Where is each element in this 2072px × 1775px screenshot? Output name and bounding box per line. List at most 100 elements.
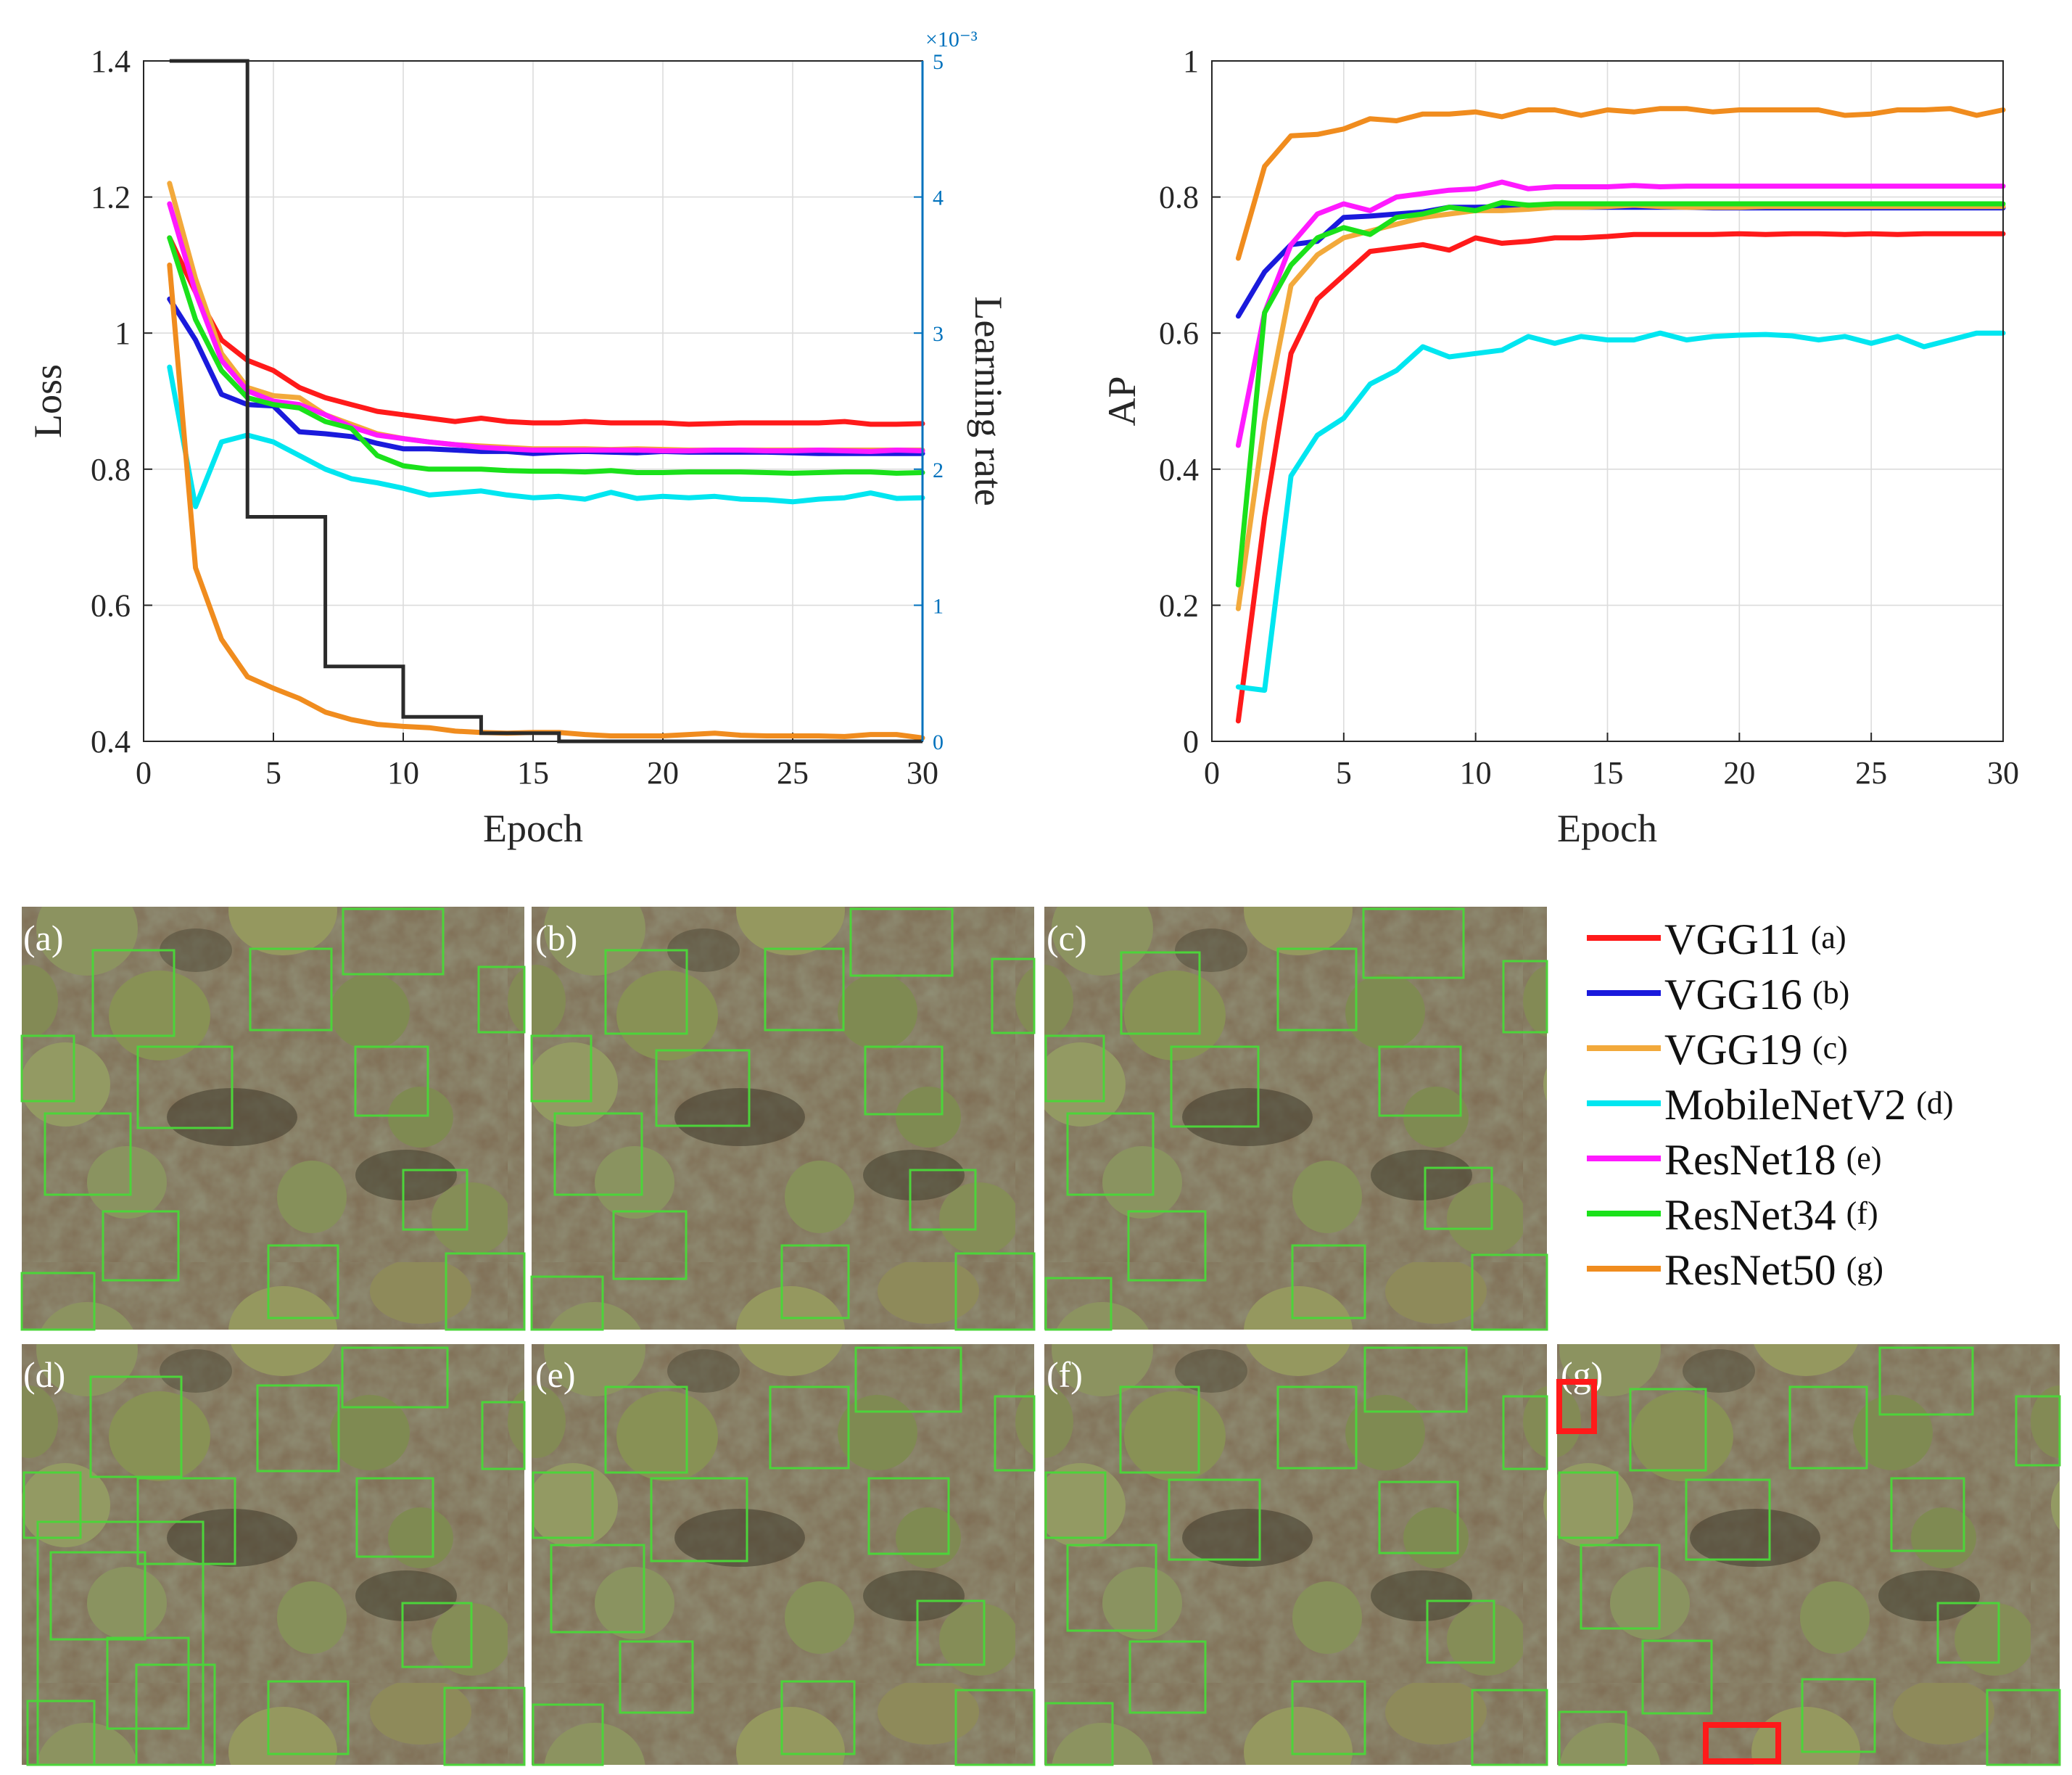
- y-tick-label: 1: [115, 316, 131, 351]
- x-tick-label: 15: [1592, 755, 1624, 791]
- legend-label: VGG11: [1664, 915, 1801, 963]
- legend-label: ResNet18: [1664, 1136, 1836, 1184]
- detection-box: [22, 1471, 82, 1539]
- legend-label: VGG19: [1664, 1026, 1802, 1074]
- series-line-vgg16: [1235, 202, 2006, 319]
- legend-label: ResNet50: [1664, 1246, 1836, 1294]
- detection-box: [1168, 1478, 1261, 1561]
- learning-rate-axis-label: Learning rate: [967, 296, 1010, 506]
- panel-f-label: (f): [1047, 1354, 1083, 1395]
- panel-d-image: [22, 1344, 524, 1765]
- detection-box: [135, 1663, 216, 1766]
- detection-box: [991, 957, 1036, 1034]
- y-tick-label: 0.6: [91, 588, 131, 623]
- loss-ticks: 0 5 10 15 20 25 30 0.4 0.6 0.8 1 1.2 1.4 0 1 2 3 4 5: [91, 44, 944, 791]
- legend-tag: (g): [1846, 1251, 1883, 1286]
- detection-box: [477, 965, 526, 1034]
- panel-c-detections: [1044, 907, 1548, 1331]
- detection-box: [530, 1034, 593, 1103]
- detection-box: [849, 907, 954, 977]
- panel-e: (e): [532, 1344, 1036, 1766]
- legend-item-resnet34: ResNet34 (f): [1587, 1191, 1878, 1239]
- detection-box: [36, 1520, 205, 1766]
- detection-box: [1986, 1689, 2061, 1766]
- detection-box: [864, 1045, 944, 1116]
- loss-chart: 0 5 10 15 20 25 30 0.4 0.6 0.8 1 1.2 1.4 0 1 2 3 4 5 ×10⁻³…: [26, 28, 1010, 850]
- series-line-mobilenetv2: [167, 364, 925, 509]
- detection-box: [1936, 1602, 2000, 1664]
- legend-item-resnet18: ResNet18 (e): [1587, 1136, 1881, 1184]
- y-tick-label: 0.4: [1159, 452, 1199, 487]
- y-tick-label: 0.8: [91, 452, 131, 487]
- legend-item-vgg16: VGG16 (b): [1587, 971, 1849, 1018]
- legend-tag: (d): [1916, 1085, 1953, 1121]
- loss-series-group: [167, 59, 925, 744]
- legend-tag: (c): [1812, 1030, 1848, 1066]
- x-tick-label: 5: [1336, 755, 1352, 791]
- detection-box: [1378, 1045, 1462, 1117]
- lr-exponent-label: ×10⁻³: [925, 28, 978, 52]
- panel-a-image: [22, 907, 524, 1330]
- detection-box: [1120, 951, 1201, 1035]
- ap-series-group: [1235, 106, 2006, 724]
- x-tick-label: 10: [387, 755, 419, 791]
- detection-box: [867, 1477, 950, 1555]
- detection-box: [2015, 1395, 2061, 1467]
- detection-box: [550, 1544, 645, 1634]
- detection-box: [355, 1477, 434, 1558]
- loss-x-axis-label: Epoch: [483, 807, 583, 850]
- panel-a-label: (a): [23, 918, 64, 958]
- legend-tag: (a): [1811, 920, 1846, 955]
- y2-tick-label: 1: [933, 594, 944, 618]
- detection-box: [1890, 1477, 1965, 1552]
- detection-box: [1276, 947, 1358, 1031]
- panel-f-detections: [1044, 1346, 1548, 1766]
- detection-box: [256, 1384, 340, 1473]
- detection-box: [1788, 1385, 1868, 1470]
- detection-box: [91, 949, 176, 1037]
- y2-tick-label: 4: [933, 186, 944, 210]
- panel-c-label: (c): [1047, 918, 1087, 958]
- detection-box: [954, 1689, 1036, 1766]
- detection-box: [1558, 1471, 1619, 1539]
- legend-label: MobileNetV2: [1664, 1081, 1906, 1129]
- series-line-resnet34: [1235, 199, 2006, 588]
- detection-box: [769, 1385, 850, 1470]
- y2-tick-label: 5: [933, 50, 944, 74]
- detection-box: [89, 1375, 183, 1478]
- detection-box: [553, 1112, 643, 1196]
- detection-box: [1127, 1210, 1207, 1282]
- panel-f: (f): [1044, 1344, 1548, 1766]
- detection-box: [20, 1272, 96, 1331]
- panel-b-detections: [530, 907, 1036, 1331]
- detection-box: [1502, 1395, 1548, 1470]
- detection-box: [342, 907, 445, 976]
- panel-b: (b): [530, 907, 1036, 1331]
- series-line-learning-rate-10: [169, 59, 923, 744]
- detection-box: [481, 1401, 526, 1470]
- y-tick-label: 1: [1183, 44, 1199, 79]
- detection-box: [20, 1034, 75, 1103]
- series-line-resnet18: [167, 201, 925, 454]
- panel-g: (g): [1556, 1344, 2061, 1766]
- loss-y-axis-label: Loss: [26, 364, 70, 438]
- series-line-vgg19: [167, 181, 925, 453]
- legend: VGG11 (a) VGG16 (b) VGG19 (c) MobileNetV2 (d) Re…: [1587, 915, 1954, 1294]
- x-tick-label: 5: [265, 755, 281, 791]
- detection-box: [267, 1680, 350, 1755]
- x-tick-label: 20: [647, 755, 679, 791]
- detection-box: [1170, 1045, 1260, 1128]
- y-tick-label: 1.2: [91, 180, 131, 215]
- detection-box: [1362, 907, 1465, 979]
- series-line-resnet50: [1235, 106, 2006, 261]
- x-tick-label: 0: [136, 755, 152, 791]
- detection-box: [1502, 960, 1548, 1034]
- panel-e-label: (e): [535, 1354, 576, 1395]
- y-tick-label: 0.4: [91, 724, 131, 759]
- x-tick-label: 20: [1723, 755, 1755, 791]
- y2-tick-label: 0: [933, 730, 944, 754]
- panel-d-label: (d): [23, 1354, 65, 1395]
- detection-box: [249, 947, 333, 1031]
- ap-ticks: 0 5 10 15 20 25 30 0 0.2 0.4 0.6 0.8 1: [1159, 44, 2019, 791]
- detection-box: [1363, 1346, 1468, 1413]
